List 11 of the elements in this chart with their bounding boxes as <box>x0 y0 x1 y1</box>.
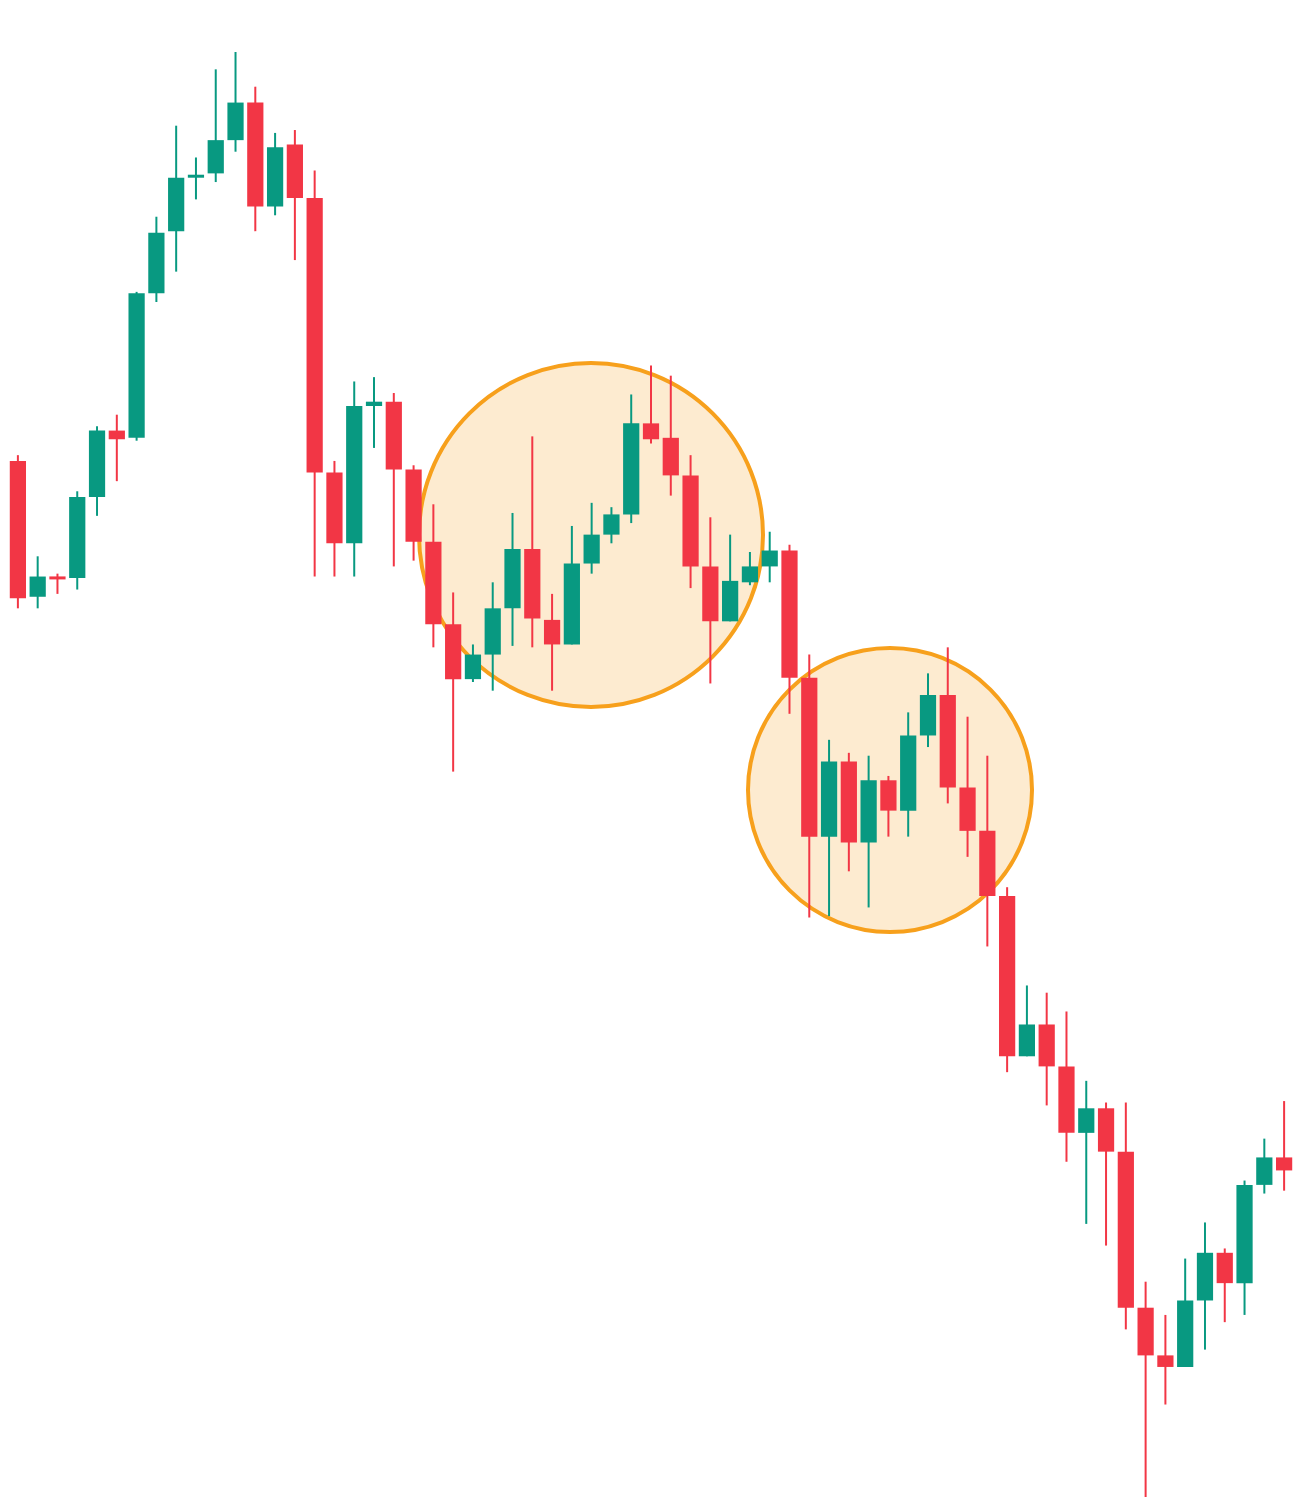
candlestick <box>761 530 778 584</box>
candlestick <box>49 572 66 595</box>
candlestick <box>603 506 620 545</box>
candlestick <box>29 555 46 610</box>
candlestick <box>1157 1313 1174 1406</box>
candlestick <box>642 364 660 445</box>
candlestick <box>108 413 125 483</box>
candlestick <box>1276 1100 1293 1192</box>
candlestick <box>365 376 383 449</box>
candlestick <box>187 156 205 201</box>
candlestick <box>741 550 759 587</box>
